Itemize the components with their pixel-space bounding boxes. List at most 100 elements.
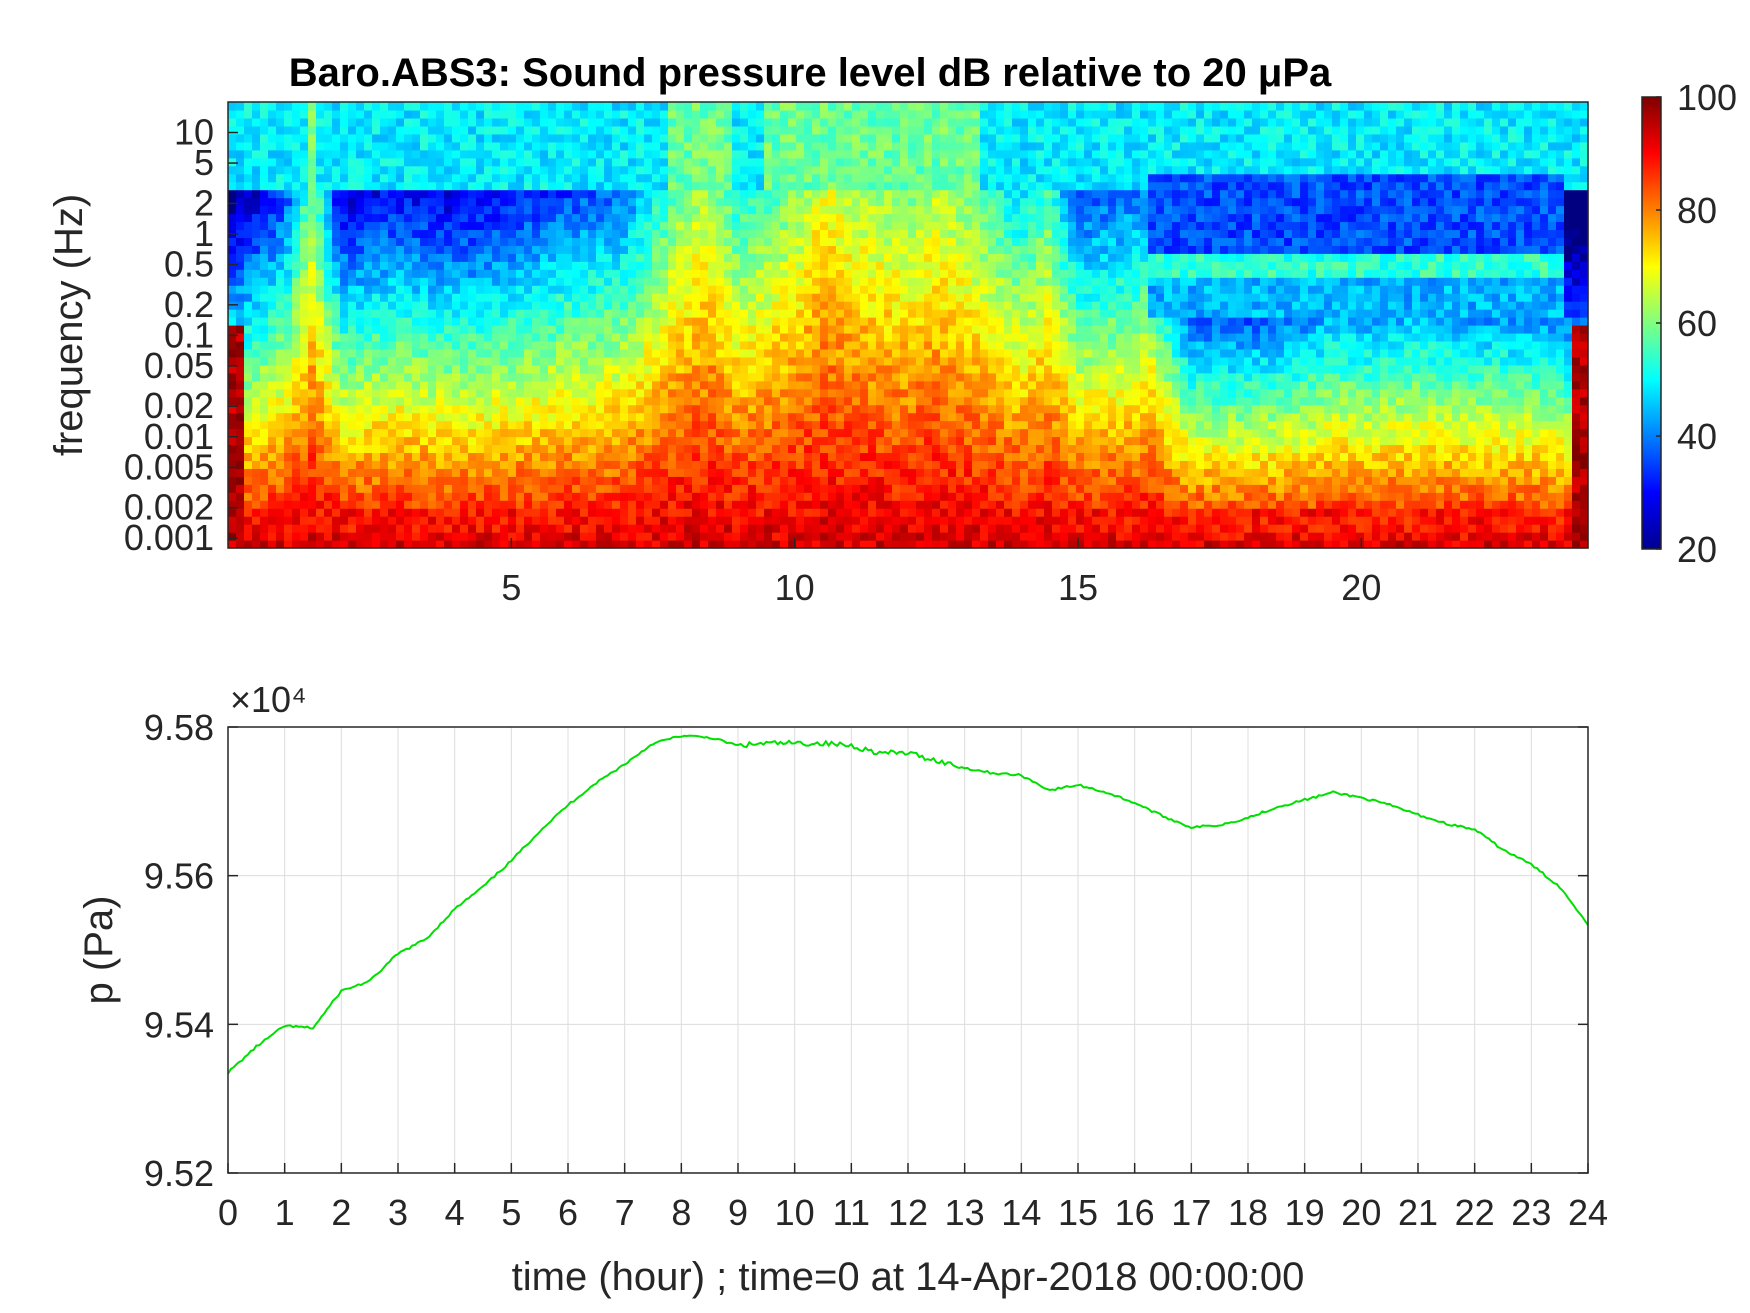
spectrogram-cell bbox=[556, 150, 565, 159]
spectrogram-cell bbox=[884, 484, 893, 493]
spectrogram-cell bbox=[676, 516, 685, 525]
spectrogram-cell bbox=[484, 190, 493, 199]
spectrogram-cell bbox=[236, 237, 245, 246]
spectrogram-cell bbox=[652, 206, 661, 215]
spectrogram-cell bbox=[452, 468, 461, 477]
spectrogram-cell bbox=[684, 214, 693, 223]
spectrogram-cell bbox=[812, 452, 821, 461]
spectrogram-cell bbox=[412, 413, 421, 422]
spectrogram-cell bbox=[636, 126, 645, 135]
spectrogram-cell bbox=[604, 397, 613, 406]
spectrogram-cell bbox=[548, 349, 557, 358]
spectrogram-cell bbox=[444, 405, 453, 414]
spectrogram-cell bbox=[884, 142, 893, 151]
spectrogram-cell bbox=[812, 397, 821, 406]
spectrogram-cell bbox=[260, 110, 269, 119]
spectrogram-cell bbox=[308, 198, 317, 207]
spectrogram-cell bbox=[620, 532, 629, 541]
spectrogram-cell bbox=[276, 532, 285, 541]
spectrogram-cell bbox=[492, 381, 501, 390]
spectrogram-cell bbox=[508, 429, 517, 438]
spectrogram-cell bbox=[812, 142, 821, 151]
spectrogram-cell bbox=[724, 524, 733, 533]
spectrogram-cell bbox=[468, 142, 477, 151]
spectrogram-cell bbox=[556, 126, 565, 135]
spectrogram-cell bbox=[820, 516, 829, 525]
spectrogram-cell bbox=[796, 221, 805, 230]
spectrogram-cell bbox=[724, 317, 733, 326]
spectrogram-cell bbox=[300, 476, 309, 485]
spectrogram-cell bbox=[436, 110, 445, 119]
spectrogram-cell bbox=[588, 118, 597, 127]
spectrogram-cell bbox=[524, 118, 533, 127]
spectrogram-cell bbox=[436, 214, 445, 223]
spectrogram-cell bbox=[532, 421, 541, 430]
spectrogram-cell bbox=[836, 293, 845, 302]
spectrogram-cell bbox=[620, 237, 629, 246]
spectrogram-cell bbox=[860, 174, 869, 183]
spectrogram-cell bbox=[636, 508, 645, 517]
spectrogram-cell bbox=[564, 293, 573, 302]
spectrogram-cell bbox=[364, 317, 373, 326]
spectrogram-cell bbox=[748, 174, 757, 183]
spectrogram-cell bbox=[676, 460, 685, 469]
spectrogram-cell bbox=[820, 229, 829, 238]
spectrogram-cell bbox=[708, 229, 717, 238]
spectrogram-cell bbox=[468, 110, 477, 119]
spectrogram-cell bbox=[268, 142, 277, 151]
spectrogram-cell bbox=[284, 174, 293, 183]
spectrogram-cell bbox=[596, 516, 605, 525]
spectrogram-cell bbox=[852, 134, 861, 143]
spectrogram-cell bbox=[532, 102, 541, 111]
spectrogram-cell bbox=[244, 102, 253, 111]
spectrogram-cell bbox=[820, 309, 829, 318]
spectrogram-cell bbox=[828, 405, 837, 414]
spectrogram-cell bbox=[436, 221, 445, 230]
spectrogram-cell bbox=[532, 341, 541, 350]
spectrogram-cell bbox=[724, 134, 733, 143]
spectrogram-cell bbox=[524, 429, 533, 438]
spectrogram-cell bbox=[932, 261, 941, 270]
spectrogram-cell bbox=[340, 158, 349, 167]
spectrogram-cell bbox=[636, 182, 645, 191]
spectrogram-cell bbox=[388, 229, 397, 238]
spectrogram-cell bbox=[556, 142, 565, 151]
spectrogram-cell bbox=[348, 126, 357, 135]
spectrogram-cell bbox=[548, 357, 557, 366]
spectrogram-cell bbox=[916, 214, 925, 223]
spectrogram-cell bbox=[884, 349, 893, 358]
spectrogram-cell bbox=[356, 452, 365, 461]
spectrogram-cell bbox=[356, 198, 365, 207]
spectrogram-cell bbox=[868, 174, 877, 183]
spectrogram-cell bbox=[676, 269, 685, 278]
spectrogram-cell bbox=[716, 269, 725, 278]
spectrogram-cell bbox=[700, 126, 709, 135]
spectrogram-cell bbox=[652, 476, 661, 485]
spectrogram-cell bbox=[796, 468, 805, 477]
spectrogram-cell bbox=[844, 333, 853, 342]
spectrogram-cell bbox=[252, 532, 261, 541]
spectrogram-cell bbox=[476, 317, 485, 326]
spectrogram-cell bbox=[932, 198, 941, 207]
spectrogram-cell bbox=[836, 524, 845, 533]
spectrogram-cell bbox=[692, 452, 701, 461]
spectrogram-cell bbox=[228, 484, 237, 493]
spectrogram-cell bbox=[252, 381, 261, 390]
spectrogram-cell bbox=[780, 293, 789, 302]
spectrogram-cell bbox=[796, 245, 805, 254]
spectrogram-cell bbox=[612, 126, 621, 135]
spectrogram-cell bbox=[500, 468, 509, 477]
spectrogram-cell bbox=[508, 166, 517, 175]
spectrogram-cell bbox=[628, 221, 637, 230]
spectrogram-cell bbox=[444, 468, 453, 477]
spectrogram-cell bbox=[580, 397, 589, 406]
spectrogram-cell bbox=[620, 413, 629, 422]
spectrogram-cell bbox=[668, 102, 677, 111]
spectrogram-cell bbox=[804, 134, 813, 143]
spectrogram-cell bbox=[860, 245, 869, 254]
spectrogram-cell bbox=[460, 405, 469, 414]
spectrogram-cell bbox=[492, 389, 501, 398]
spectrogram-cell bbox=[532, 444, 541, 453]
spectrogram-cell bbox=[460, 126, 469, 135]
spectrogram-cell bbox=[284, 429, 293, 438]
